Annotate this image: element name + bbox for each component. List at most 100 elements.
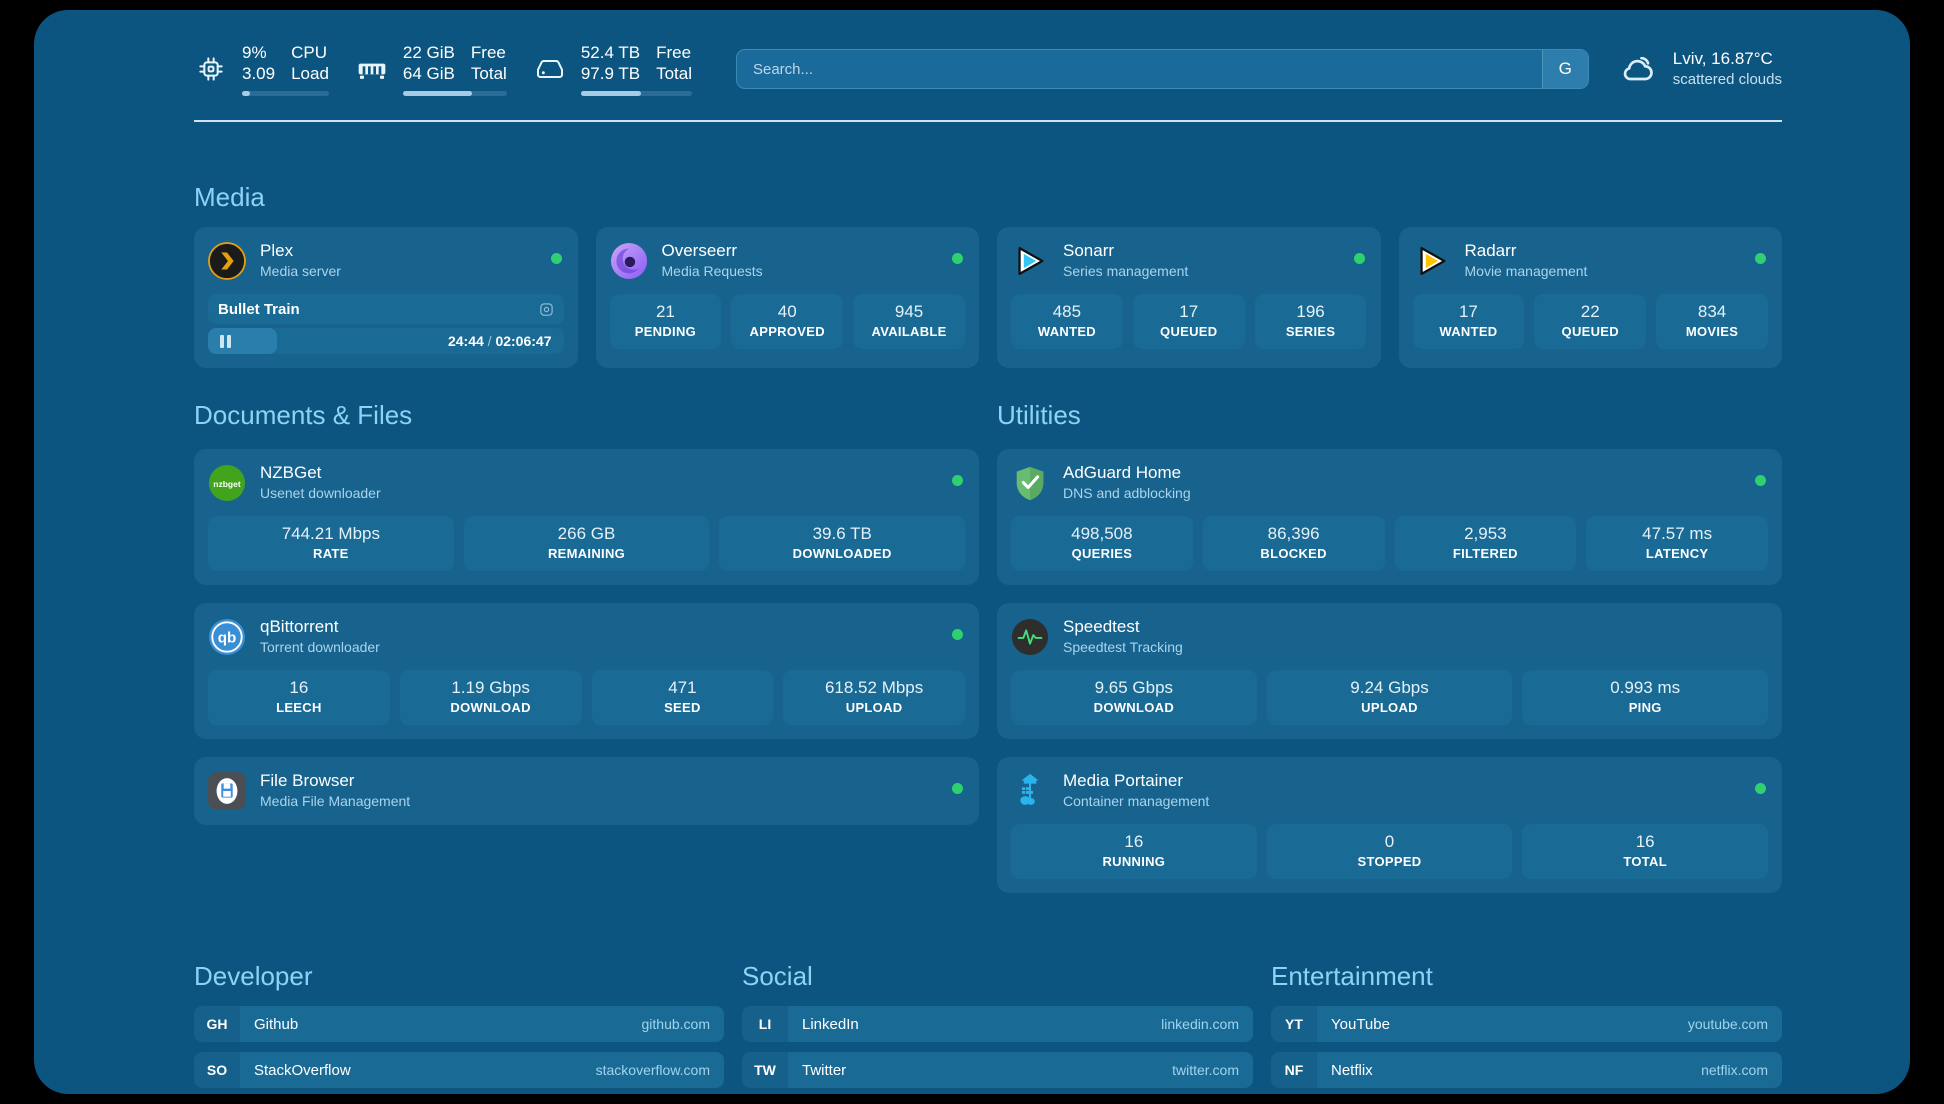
bookmark-link[interactable]: LI LinkedIn linkedin.com <box>742 1006 1253 1042</box>
stat-tile[interactable]: 0.993 ms PING <box>1522 670 1769 725</box>
bookmarks-area: Developer GH Github github.com SO StackO… <box>194 961 1782 1094</box>
bookmark-link[interactable]: NF Netflix netflix.com <box>1271 1052 1782 1088</box>
utilities-card-list: AdGuard Home DNS and adblocking 498,508 … <box>997 449 1782 893</box>
stat-tile[interactable]: 39.6 TB DOWNLOADED <box>719 516 966 571</box>
media-section: Media Plex Media server Bullet Train 24:… <box>194 182 1782 368</box>
stat-tile[interactable]: 22 QUEUED <box>1534 294 1647 349</box>
bookmark-name: StackOverflow <box>254 1061 351 1079</box>
service-card[interactable]: Plex Media server Bullet Train 24:44 / 0… <box>194 227 578 368</box>
status-indicator-online <box>550 253 562 264</box>
service-card[interactable]: Media Portainer Container management 16 … <box>997 757 1782 893</box>
service-card[interactable]: nzbget NZBGet Usenet downloader 744.21 M… <box>194 449 979 585</box>
service-card[interactable]: qb qBittorrent Torrent downloader 16 LEE… <box>194 603 979 739</box>
stat-tile-label: PENDING <box>634 324 697 339</box>
stat-tiles: 21 PENDING 40 APPROVED 945 AVAILABLE <box>609 294 966 349</box>
search-bar[interactable]: G <box>735 49 1589 89</box>
stat-tile[interactable]: 21 PENDING <box>609 294 722 349</box>
pause-icon[interactable] <box>220 334 231 348</box>
gear-icon[interactable] <box>539 302 554 317</box>
stat-tile[interactable]: 17 QUEUED <box>1132 294 1245 349</box>
stat-tile[interactable]: 16 RUNNING <box>1011 824 1257 879</box>
stat-tile-label: PING <box>1628 700 1662 715</box>
stat-tile-label: UPLOAD <box>1361 700 1418 715</box>
bookmark-link[interactable]: YT YouTube youtube.com <box>1271 1006 1782 1042</box>
stat-tile-value: 485 <box>1052 302 1082 321</box>
bookmark-link[interactable]: SO StackOverflow stackoverflow.com <box>194 1052 724 1088</box>
stat-tile[interactable]: 1.19 Gbps DOWNLOAD <box>399 670 582 725</box>
stat-label-top: Free <box>470 43 506 62</box>
stat-tile[interactable]: 16 LEECH <box>208 670 390 725</box>
status-indicator-online <box>1755 475 1766 486</box>
bookmark-url: linkedin.com <box>1161 1016 1239 1032</box>
stat-tile[interactable]: 744.21 Mbps RATE <box>208 516 454 571</box>
stat-tile[interactable]: 945 AVAILABLE <box>853 294 965 349</box>
utilities-section: Utilities AdGuard Home DNS and adblockin… <box>997 400 1782 893</box>
stat-tile[interactable]: 86,396 BLOCKED <box>1202 516 1385 571</box>
service-description: Media Requests <box>661 263 763 279</box>
service-card[interactable]: Sonarr Series management 485 WANTED 17 Q… <box>997 227 1381 368</box>
stat-tiles: 16 LEECH 1.19 Gbps DOWNLOAD 471 SEED 618… <box>208 670 965 725</box>
stat-progress-bar <box>580 91 692 96</box>
service-card[interactable]: Speedtest Speedtest Tracking 9.65 Gbps D… <box>997 603 1782 739</box>
stat-label-bottom: Load <box>291 64 329 83</box>
search-engine-button[interactable]: G <box>1541 50 1588 88</box>
card-header: Overseerr Media Requests <box>610 240 966 281</box>
search-input[interactable] <box>736 50 1542 88</box>
weather-widget: Lviv, 16.87°C scattered clouds <box>1619 48 1782 90</box>
stat-tile-label: APPROVED <box>749 324 825 339</box>
bookmark-link[interactable]: GH Github github.com <box>194 1006 724 1042</box>
bookmark-list: YT YouTube youtube.com NF Netflix netfli… <box>1271 1006 1782 1094</box>
stat-label-top: Free <box>656 43 692 62</box>
cpu-icon <box>194 52 228 86</box>
stat-tile-value: 618.52 Mbps <box>824 678 924 697</box>
stat-tile[interactable]: 47.57 ms LATENCY <box>1586 516 1768 571</box>
card-header: Speedtest Speedtest Tracking <box>1011 616 1768 657</box>
bookmark-body: Github github.com <box>240 1006 724 1042</box>
bookmark-name: YouTube <box>1331 1015 1390 1033</box>
stat-tile[interactable]: 196 SERIES <box>1254 294 1367 349</box>
service-card[interactable]: AdGuard Home DNS and adblocking 498,508 … <box>997 449 1782 585</box>
stat-tile[interactable]: 2,953 FILTERED <box>1394 516 1577 571</box>
stat-tile[interactable]: 471 SEED <box>591 670 774 725</box>
stat-tile-value: 834 <box>1697 302 1727 321</box>
service-card[interactable]: Radarr Movie management 17 WANTED 22 QUE… <box>1398 227 1782 368</box>
stat-tile[interactable]: 834 MOVIES <box>1656 294 1768 349</box>
stat-ram: 22 GiB 64 GiB Free Total <box>355 42 507 96</box>
stat-tile-label: SEED <box>664 700 701 715</box>
stat-tile[interactable]: 498,508 QUERIES <box>1011 516 1193 571</box>
now-playing-progress[interactable]: 24:44 / 02:06:47 <box>208 328 564 354</box>
stat-values: 22 GiB 64 GiB <box>403 42 455 84</box>
bookmark-abbr: SO <box>194 1052 240 1088</box>
service-card[interactable]: Overseerr Media Requests 21 PENDING 40 A… <box>595 227 979 368</box>
stat-tile[interactable]: 618.52 Mbps UPLOAD <box>783 670 965 725</box>
stat-tile[interactable]: 17 WANTED <box>1412 294 1525 349</box>
service-name: Plex <box>260 241 294 260</box>
svg-text:qb: qb <box>218 629 237 646</box>
bookmark-group-title: Entertainment <box>1271 961 1433 991</box>
stat-tile[interactable]: 40 APPROVED <box>731 294 844 349</box>
filebrowser-logo <box>208 771 246 810</box>
card-header: Radarr Movie management <box>1413 240 1769 281</box>
bookmark-url: stackoverflow.com <box>595 1062 710 1078</box>
stat-progress-bar <box>242 91 329 96</box>
stat-tile[interactable]: 0 STOPPED <box>1266 824 1513 879</box>
stat-tile-label: REMAINING <box>547 546 626 561</box>
stat-tile[interactable]: 266 GB REMAINING <box>463 516 710 571</box>
bookmark-link[interactable]: TW Twitter twitter.com <box>742 1052 1253 1088</box>
bookmark-url: netflix.com <box>1701 1062 1768 1078</box>
stat-tile-value: 40 <box>777 302 797 321</box>
bookmark-abbr: GH <box>194 1006 240 1042</box>
service-name: AdGuard Home <box>1063 463 1182 482</box>
stat-tile[interactable]: 9.24 Gbps UPLOAD <box>1266 670 1513 725</box>
stat-progress-bar <box>402 91 507 96</box>
stat-tile[interactable]: 9.65 Gbps DOWNLOAD <box>1011 670 1257 725</box>
status-indicator-online <box>952 629 963 640</box>
stat-tiles: 744.21 Mbps RATE 266 GB REMAINING 39.6 T… <box>208 516 966 571</box>
stat-tile[interactable]: 16 TOTAL <box>1522 824 1769 879</box>
stat-labels: Free Total <box>656 42 692 84</box>
bookmark-list: LI LinkedIn linkedin.com TW Twitter twit… <box>742 1006 1253 1088</box>
service-card[interactable]: File Browser Media File Management <box>194 757 979 825</box>
radarr-logo <box>1413 242 1451 280</box>
bookmark-abbr: TW <box>742 1052 788 1088</box>
stat-tile[interactable]: 485 WANTED <box>1011 294 1123 349</box>
